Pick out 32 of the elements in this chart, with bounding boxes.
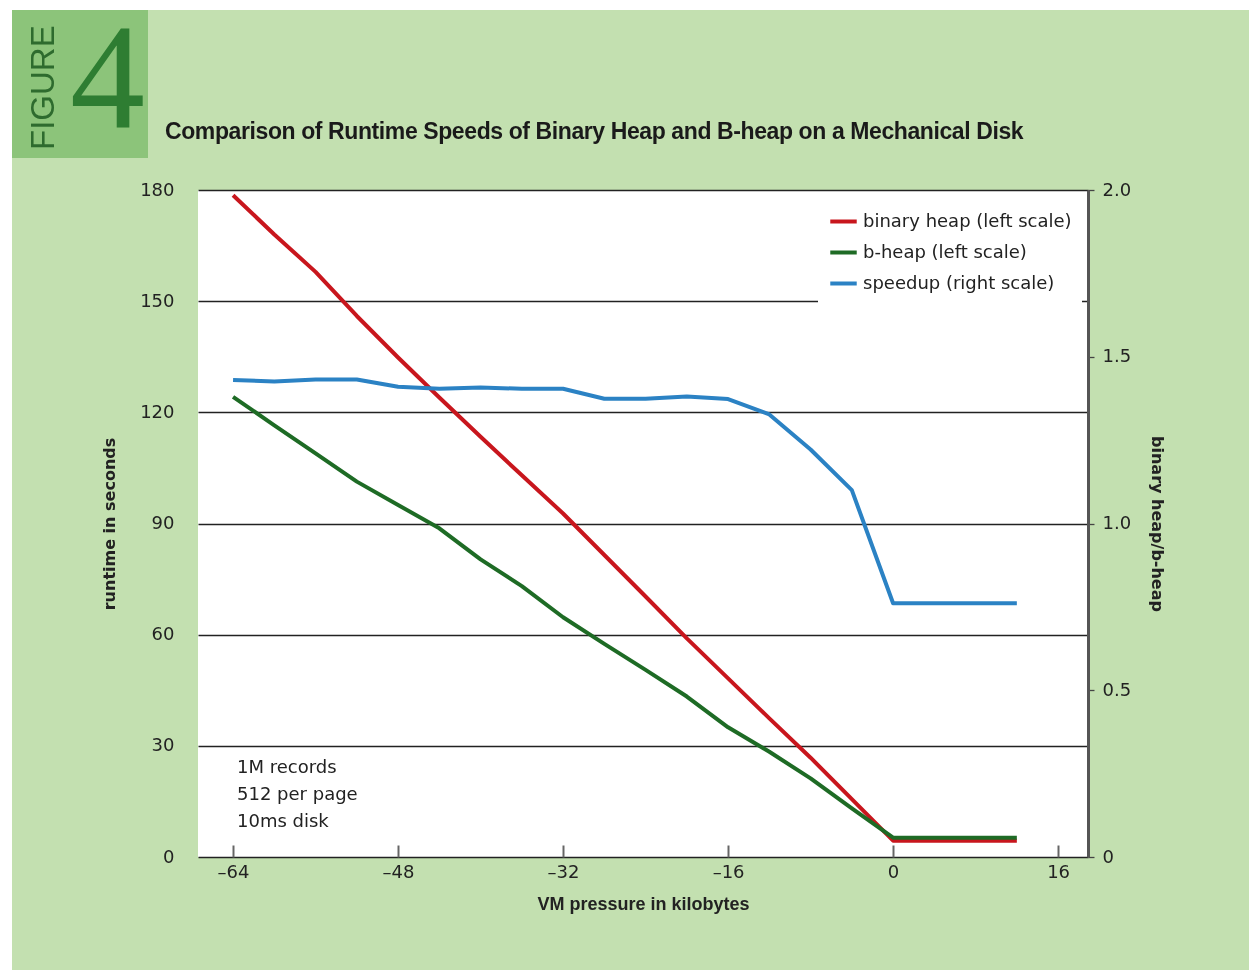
y2-tick-label: 0.5 [1102, 678, 1132, 700]
y2-tick-label: 1.0 [1102, 512, 1132, 533]
x-tick-label: –32 [547, 860, 580, 882]
annotation: 1M records [237, 755, 338, 779]
y-axis-title: runtime in seconds [100, 437, 120, 611]
x-tick-label: 16 [1047, 860, 1071, 882]
x-tick-label: –48 [382, 860, 415, 882]
line-series [231, 377, 1019, 606]
y-tick-label: 60 [151, 623, 175, 645]
y2-tick-label: 1.5 [1102, 345, 1132, 367]
y-tick-label: 150 [140, 289, 175, 311]
y-tick-label: 0 [163, 845, 175, 867]
legend-label: b-heap (left scale) [863, 240, 1027, 262]
annotation: 512 per page [237, 782, 358, 806]
y2-tick-label: 0 [1102, 845, 1114, 867]
x-axis-title: VM pressure in kilobytes [537, 893, 750, 914]
text: 4 [70, 0, 145, 160]
line-series [231, 394, 1019, 840]
chart-title: Comparison of Runtime Speeds of Binary Heap and B-heap on a Mechanical Disk [165, 118, 1024, 145]
y-tick-label: 90 [151, 512, 175, 533]
x-tick-label: –64 [217, 860, 250, 882]
legend-label: speedup (right scale) [863, 271, 1055, 293]
y-tick-label: 180 [140, 178, 175, 200]
text: FIGURE [24, 25, 62, 150]
y-tick-label: 120 [140, 400, 175, 422]
x-tick-label: –16 [712, 860, 745, 882]
y-tick-label: 30 [151, 734, 175, 756]
y2-tick-label: 2.0 [1102, 178, 1132, 200]
y2-axis-title: binary heap/b-heap [1148, 436, 1168, 612]
annotation: 10ms disk [237, 809, 330, 833]
legend-label: binary heap (left scale) [863, 209, 1072, 231]
x-tick-label: 0 [887, 860, 900, 882]
